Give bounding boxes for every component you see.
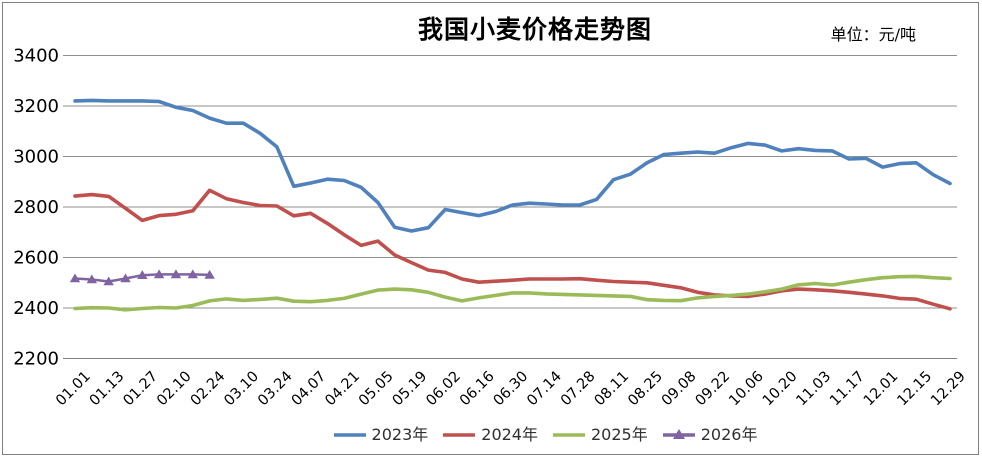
x-tick-label: 07.28 [558,369,599,410]
triangle-marker [137,270,148,279]
series-line-2025年 [73,274,952,312]
y-tick-label: 2600 [13,248,59,269]
x-tick-label: 03.10 [221,369,262,410]
x-tick-label: 08.11 [592,369,633,410]
x-tick-label: 12.29 [928,369,969,410]
legend-label: 2025年 [591,425,648,444]
x-tick-label: 09.08 [659,369,700,410]
triangle-marker [170,269,182,279]
x-tick-label: 06.16 [457,369,498,410]
legend-item-2026年: 2026年 [662,425,758,445]
legend-label: 2023年 [371,425,429,444]
x-tick-label: 05.19 [390,369,431,410]
triangle-marker [153,269,165,279]
x-tick-label: 10.20 [760,369,801,410]
x-tick-label: 04.07 [289,369,330,410]
triangle-marker [103,276,114,286]
legend-item-2024年: 2024年 [442,425,538,445]
x-tick-label: 11.03 [794,369,835,410]
triangle-marker [187,269,198,279]
triangle-marker [86,274,98,284]
legend-swatch [662,429,695,439]
legend-label: 2026年 [700,425,758,444]
series-line-2024年 [73,188,952,311]
y-tick-label: 3000 [13,147,59,168]
x-tick-label: 04.21 [322,369,363,410]
x-tick-label: 10.06 [726,369,767,410]
legend-label: 2024年 [481,425,538,444]
x-tick-label: 01.13 [87,369,128,410]
triangle-marker [69,273,81,283]
x-tick-label: 06.02 [423,369,464,410]
y-tick-label: 3200 [13,96,59,117]
x-tick-label: 07.14 [524,369,565,410]
legend-item-2025年: 2025年 [552,425,648,445]
series-line-2023年 [73,98,952,233]
y-tick-label: 3400 [13,46,59,67]
legend-swatch [553,433,585,437]
legend-swatch [333,433,366,437]
triangle-marker [120,273,131,283]
legend-item-2023年: 2023年 [333,425,429,445]
legend: 2023年 2024年 2025年 2026年 [108,425,982,445]
triangle-marker-icon [672,429,685,439]
x-tick-label: 02.10 [154,369,195,410]
y-tick-label: 2800 [13,197,59,218]
x-tick-label: 05.05 [356,369,397,410]
triangle-marker [204,269,215,279]
y-tick-label: 2200 [13,349,59,370]
x-tick-label: 09.22 [693,369,734,410]
x-tick-label: 03.24 [255,369,296,410]
x-tick-label: 01.01 [53,369,94,410]
x-tick-label: 12.01 [861,369,902,410]
x-tick-label: 02.24 [188,369,229,410]
x-tick-label: 12.15 [895,369,936,410]
x-tick-label: 01.27 [120,369,161,410]
y-tick-label: 2400 [13,298,59,319]
legend-swatch [443,433,476,437]
unit-label: 单位：元/吨 [830,25,916,44]
chart-title: 我国小麦价格走势图 [417,15,652,44]
x-tick-label: 06.30 [491,369,532,410]
x-tick-label: 08.25 [625,369,666,410]
x-tick-label: 11.17 [827,369,868,410]
